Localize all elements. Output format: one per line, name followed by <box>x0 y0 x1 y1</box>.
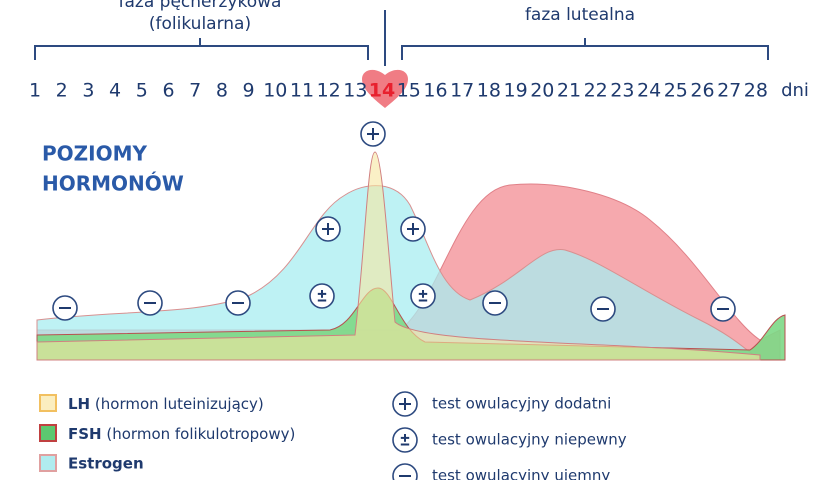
bracket <box>401 38 769 60</box>
day-number: 23 <box>610 80 634 102</box>
test-icon <box>137 290 163 316</box>
day-number: 16 <box>423 80 447 102</box>
test-icon <box>710 296 736 322</box>
day-number: 13 <box>343 80 367 102</box>
test-icon <box>225 290 251 316</box>
test-icon <box>392 391 418 417</box>
test-icon <box>392 463 418 480</box>
test-label: test owulacyjny dodatni <box>432 395 611 413</box>
day-number: 18 <box>477 80 501 102</box>
test-markers <box>52 121 736 322</box>
day-number: 19 <box>504 80 528 102</box>
phase-label: faza lutealna <box>525 5 635 25</box>
icon-circle <box>392 463 418 480</box>
day-number: 8 <box>216 80 228 102</box>
curve-estrogen <box>36 185 761 361</box>
day-number: 2 <box>56 80 68 102</box>
day-number: 7 <box>189 80 201 102</box>
legend-swatch <box>39 424 57 442</box>
day-number: 10 <box>263 80 287 102</box>
day-number: 27 <box>717 80 741 102</box>
day-number: 11 <box>290 80 314 102</box>
day-number: 5 <box>136 80 148 102</box>
test-icon <box>52 295 78 321</box>
test-icon <box>392 427 418 453</box>
day-number: 24 <box>637 80 661 102</box>
day-number: 3 <box>82 80 94 102</box>
test-icon <box>482 290 508 316</box>
days: 1 2 3 4 5 6 7 8 9 10 11 12 13 14 15 16 17 18 19 20 21 22 23 24 2… <box>29 80 768 102</box>
day-number: 22 <box>584 80 608 102</box>
phase-label: (folikularna) <box>149 14 251 34</box>
heart <box>362 69 408 108</box>
day-number: 26 <box>690 80 714 102</box>
day-number: 14 <box>369 80 395 102</box>
legend-abbr: LH <box>68 395 90 413</box>
day-number: 15 <box>397 80 421 102</box>
test-icon <box>315 216 341 242</box>
bracket <box>34 38 369 60</box>
days-unit: dni <box>781 80 809 101</box>
day-number: 1 <box>29 80 41 102</box>
phase-label: faza pęcherzykowa <box>119 0 282 12</box>
legend-desc: (hormon folikulotropowy) <box>106 425 295 443</box>
svg-text:LH (hormon luteinizujący): LH (hormon luteinizujący) <box>68 395 264 413</box>
test-label: test owulacyjny niepewny <box>432 431 627 449</box>
day-number: 12 <box>317 80 341 102</box>
day-number: 20 <box>530 80 554 102</box>
legend-swatch <box>39 454 57 472</box>
day-number: 21 <box>557 80 581 102</box>
day-number: 25 <box>664 80 688 102</box>
legend-swatch <box>39 394 57 412</box>
day-number: 4 <box>109 80 121 102</box>
legend-abbr: Estrogen <box>68 455 144 473</box>
svg-text:FSH (hormon folikulotropowy): FSH (hormon folikulotropowy) <box>68 425 295 443</box>
day-number: 9 <box>243 80 255 102</box>
test-icon <box>309 283 335 309</box>
day-number: 6 <box>162 80 174 102</box>
legend: LH (hormon luteinizujący) FSH (hormon fo… <box>39 394 627 480</box>
legend-abbr: FSH <box>68 425 102 443</box>
legend-icons <box>392 391 418 480</box>
legend-desc: (hormon luteinizujący) <box>95 395 264 413</box>
curve-lh <box>36 151 761 361</box>
title: HORMONÓW <box>42 172 184 196</box>
test-label: test owulacyjny ujemny <box>432 467 610 480</box>
test-icon <box>400 216 426 242</box>
test-icon <box>360 121 386 147</box>
day-number: 17 <box>450 80 474 102</box>
test-icon <box>590 296 616 322</box>
title: POZIOMY <box>42 142 148 166</box>
test-icon <box>410 283 436 309</box>
day-number: 28 <box>744 80 768 102</box>
